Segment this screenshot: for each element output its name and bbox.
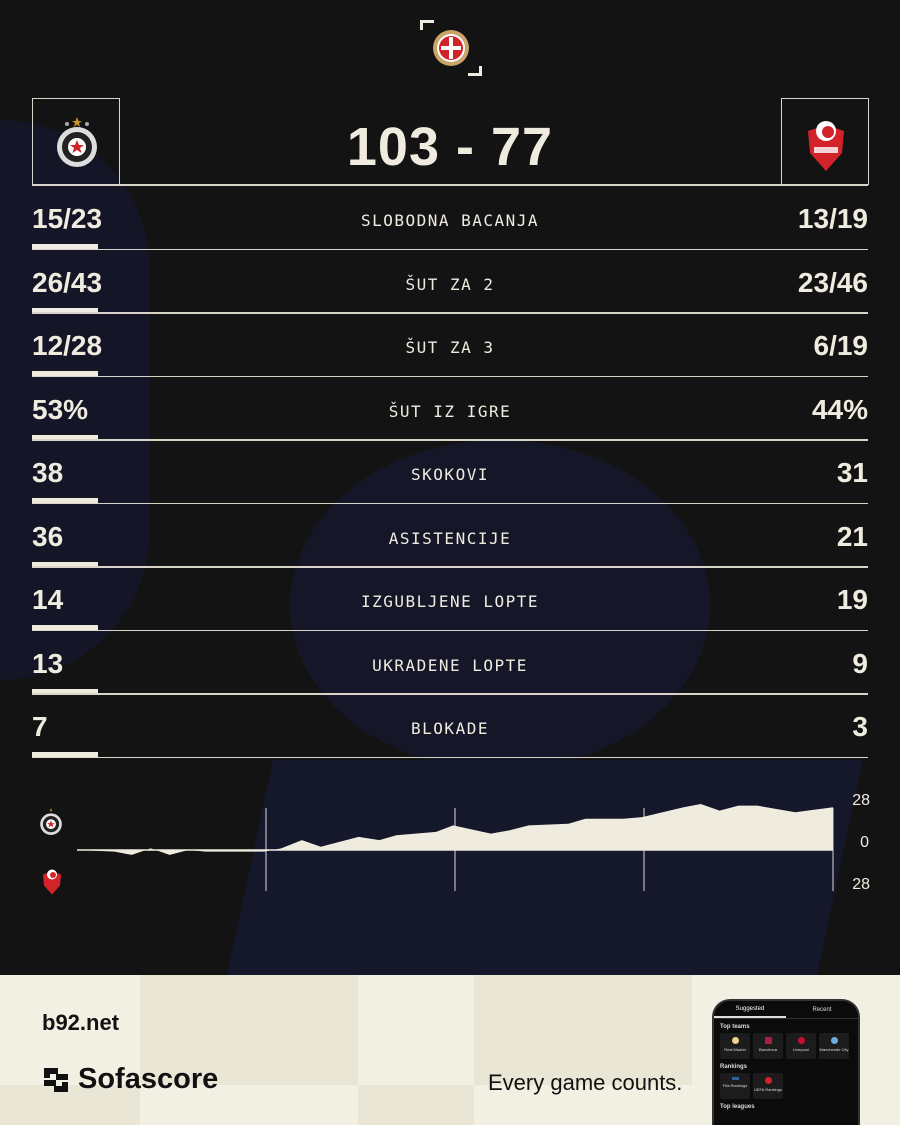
stat-row: 26/43 ŠUT ZA 2 23/46 xyxy=(32,251,868,314)
tagline: Every game counts. xyxy=(488,1070,683,1095)
row-indicator xyxy=(32,244,98,249)
divider xyxy=(32,693,868,695)
sofascore-logo: Sofascore xyxy=(42,1063,218,1096)
stat-label: ŠUT IZ IGRE xyxy=(388,401,512,421)
home-value: 53% xyxy=(32,393,89,425)
section-title: Top teams xyxy=(720,1024,750,1030)
tab-recent[interactable]: Recent xyxy=(812,1006,832,1013)
stat-label: ŠUT ZA 3 xyxy=(405,338,495,357)
away-value: 6/19 xyxy=(813,330,869,361)
y-tick-top: 28 xyxy=(852,792,870,809)
divider xyxy=(32,756,868,758)
stat-label: SLOBODNA BACANJA xyxy=(360,211,540,230)
row-indicator xyxy=(32,688,98,694)
row-indicator xyxy=(32,625,98,630)
stat-label: ASISTENCIJE xyxy=(388,528,512,548)
final-score: 103 - 77 xyxy=(346,117,554,177)
app-preview: Suggested Recent Top teams Real Madrid Ba… xyxy=(712,999,860,1125)
stat-row: 15/23 SLOBODNA BACANJA 13/19 xyxy=(32,187,868,250)
away-value: 13/19 xyxy=(797,203,868,234)
footer: b92.net Sofascore Every game counts. Sug… xyxy=(0,975,900,1125)
divider xyxy=(32,375,868,377)
stat-label: SKOKOVI xyxy=(411,465,489,484)
row-indicator xyxy=(32,307,98,313)
team-card[interactable]: Barcelona xyxy=(753,1033,783,1059)
chart-home-logo xyxy=(38,805,64,844)
divider xyxy=(32,566,868,568)
away-value: 9 xyxy=(852,647,868,679)
divider xyxy=(32,502,868,504)
ranking-card[interactable]: UEFA Rankings xyxy=(753,1073,783,1099)
stat-label: IZGUBLJENE LOPTE xyxy=(360,592,540,611)
stat-label: UKRADENE LOPTE xyxy=(372,655,528,675)
section-title: Rankings xyxy=(720,1064,748,1070)
away-value: 31 xyxy=(836,457,868,488)
sloboda-crest-icon xyxy=(808,121,844,171)
divider xyxy=(32,248,868,250)
stat-row: 14 IZGUBLJENE LOPTE 19 xyxy=(32,568,868,631)
home-value: 36 xyxy=(32,520,64,552)
score-difference-area xyxy=(77,804,833,855)
section-title: Top leagues xyxy=(720,1104,755,1110)
y-tick-bottom: 28 xyxy=(852,876,870,893)
b92-logo: b92.net xyxy=(42,1010,120,1035)
home-value: 12/28 xyxy=(32,330,103,361)
row-indicator xyxy=(32,434,98,440)
y-tick-zero: 0 xyxy=(860,834,869,851)
home-value: 38 xyxy=(32,457,64,488)
home-value: 14 xyxy=(32,584,64,615)
tab-suggested[interactable]: Suggested xyxy=(714,1002,786,1018)
chart-away-logo xyxy=(40,864,64,903)
competition-logo xyxy=(420,20,482,76)
score-difference-chart xyxy=(77,804,834,891)
home-value: 15/23 xyxy=(32,203,103,234)
away-value: 44% xyxy=(811,393,868,425)
background-shape xyxy=(0,120,150,680)
away-value: 21 xyxy=(836,520,868,552)
ranking-card[interactable]: Fifa Rankings xyxy=(720,1073,750,1099)
divider xyxy=(32,439,868,441)
row-indicator xyxy=(32,371,98,376)
row-indicator xyxy=(32,561,98,567)
divider xyxy=(32,312,868,314)
home-team-logo[interactable] xyxy=(32,98,120,185)
background-shape xyxy=(290,440,710,770)
team-card[interactable]: Liverpool xyxy=(786,1033,816,1059)
federation-emblem-icon xyxy=(433,30,469,66)
stat-row: 38 SKOKOVI 31 xyxy=(32,441,868,504)
away-value: 23/46 xyxy=(797,266,868,298)
stat-label: BLOKADE xyxy=(411,719,489,738)
partizan-crest-icon xyxy=(57,117,97,167)
team-card[interactable]: Manchester City xyxy=(819,1033,849,1059)
home-value: 13 xyxy=(32,647,64,679)
sofascore-icon xyxy=(44,1067,68,1092)
stat-row: 13 UKRADENE LOPTE 9 xyxy=(32,632,868,695)
stat-row: 7 BLOKADE 3 xyxy=(32,695,868,758)
stat-row: 12/28 ŠUT ZA 3 6/19 xyxy=(32,314,868,377)
row-indicator xyxy=(32,752,98,757)
away-value: 19 xyxy=(836,584,868,615)
stat-label: ŠUT ZA 2 xyxy=(405,274,495,294)
team-card[interactable]: Real Madrid xyxy=(720,1033,750,1059)
home-value: 7 xyxy=(32,711,48,742)
divider xyxy=(32,184,868,186)
divider xyxy=(32,629,868,631)
stat-row: 36 ASISTENCIJE 21 xyxy=(32,505,868,568)
away-value: 3 xyxy=(852,711,868,742)
stat-row: 53% ŠUT IZ IGRE 44% xyxy=(32,378,868,441)
row-indicator xyxy=(32,498,98,503)
home-value: 26/43 xyxy=(32,266,103,298)
